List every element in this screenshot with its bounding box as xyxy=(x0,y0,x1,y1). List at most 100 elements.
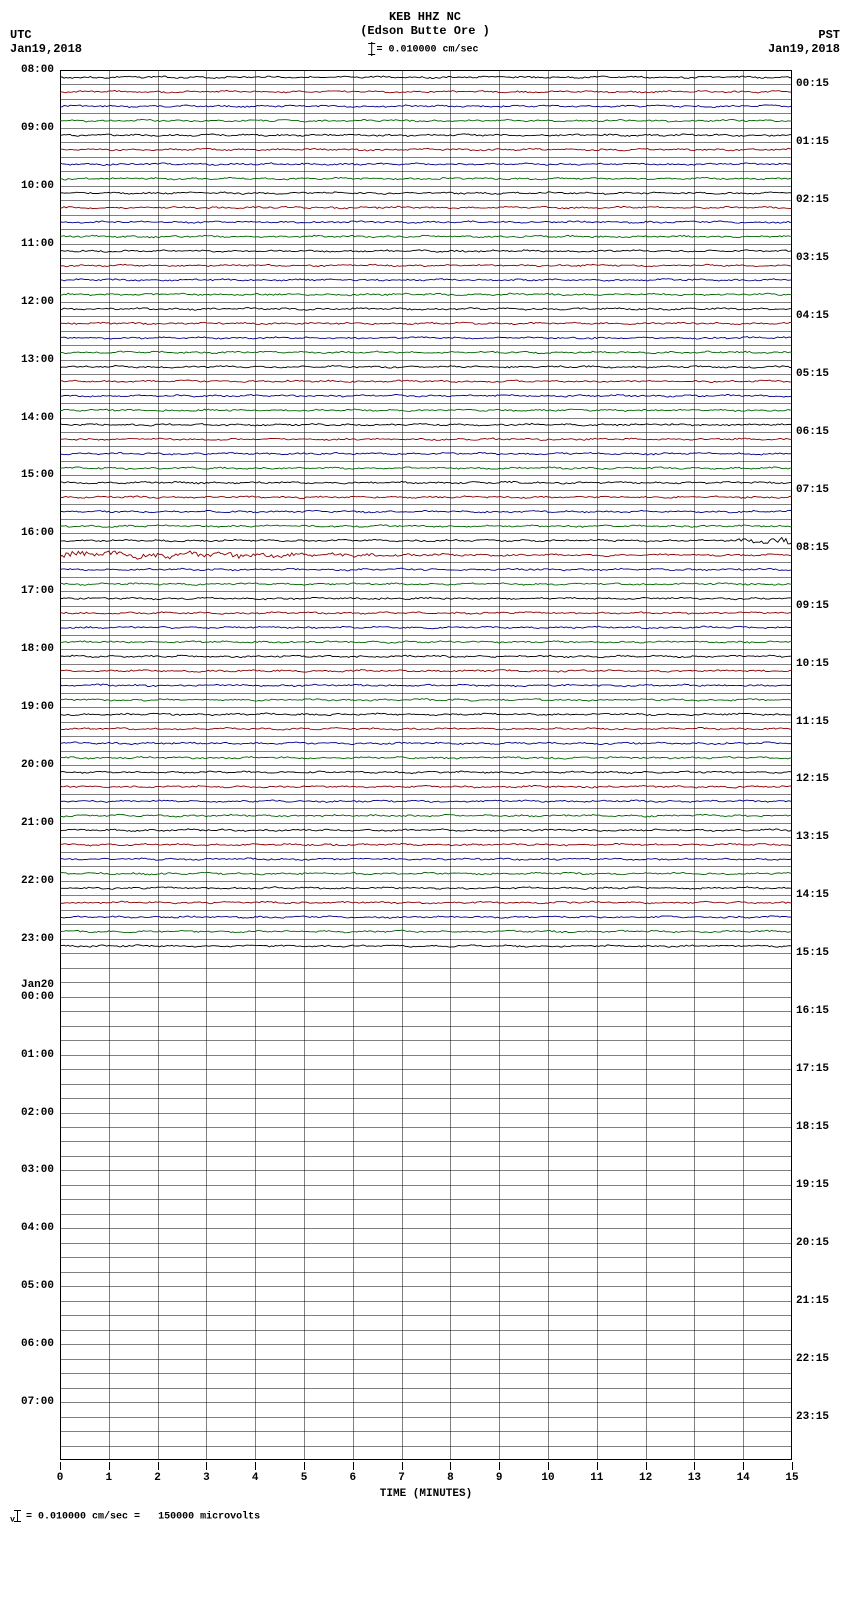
x-tick-label: 12 xyxy=(639,1472,652,1484)
pst-hour-label: 17:15 xyxy=(796,1063,829,1075)
trace-row xyxy=(60,366,792,369)
trace-row xyxy=(60,409,792,412)
utc-hour-label: 12:00 xyxy=(21,296,54,308)
x-tick xyxy=(646,1462,647,1470)
x-axis-label: TIME (MINUTES) xyxy=(380,1488,472,1500)
pst-hour-label: 11:15 xyxy=(796,716,829,728)
pst-hour-label: 00:15 xyxy=(796,78,829,90)
trace-row xyxy=(60,105,792,108)
trace-row xyxy=(60,901,792,904)
x-tick-label: 15 xyxy=(785,1472,798,1484)
trace-row xyxy=(60,887,792,890)
trace-row xyxy=(60,843,792,846)
seismogram-container: UTC Jan19,2018 KEB HHZ NC (Edson Butte O… xyxy=(10,10,840,1525)
scale-marker: = 0.010000 cm/sec xyxy=(360,42,490,56)
trace-row xyxy=(60,264,792,267)
pst-hour-label: 23:15 xyxy=(796,1411,829,1423)
x-tick xyxy=(255,1462,256,1470)
trace-row xyxy=(60,858,792,861)
tz-right: PST xyxy=(768,28,840,42)
x-tick-label: 6 xyxy=(349,1472,356,1484)
trace-row xyxy=(60,597,792,600)
x-tick xyxy=(694,1462,695,1470)
utc-labels: 08:0009:0010:0011:0012:0013:0014:0015:00… xyxy=(10,70,54,1460)
x-tick xyxy=(304,1462,305,1470)
trace-row xyxy=(60,872,792,875)
trace-row xyxy=(60,814,792,817)
trace-row xyxy=(60,293,792,296)
trace-row xyxy=(60,481,792,484)
seismogram-plot xyxy=(60,70,792,1460)
x-tick-label: 1 xyxy=(105,1472,112,1484)
scale-text: = 0.010000 cm/sec xyxy=(376,45,478,56)
pst-hour-label: 13:15 xyxy=(796,831,829,843)
date-left: Jan19,2018 xyxy=(10,42,82,56)
x-tick-label: 4 xyxy=(252,1472,259,1484)
trace-row xyxy=(60,90,792,93)
trace-row xyxy=(60,757,792,760)
trace-row xyxy=(60,945,792,948)
date-right: Jan19,2018 xyxy=(768,42,840,56)
footer-scale: v = 0.010000 cm/sec = 150000 microvolts xyxy=(10,1510,840,1525)
utc-hour-label: 11:00 xyxy=(21,238,54,250)
trace-row xyxy=(60,395,792,398)
pst-hour-label: 20:15 xyxy=(796,1237,829,1249)
x-tick-label: 9 xyxy=(496,1472,503,1484)
x-tick xyxy=(353,1462,354,1470)
utc-hour-label: 02:00 xyxy=(21,1107,54,1119)
trace-row xyxy=(60,322,792,325)
trace-row xyxy=(60,308,792,311)
header-left: UTC Jan19,2018 xyxy=(10,28,82,56)
utc-hour-label: 04:00 xyxy=(21,1222,54,1234)
x-tick-label: 0 xyxy=(57,1472,64,1484)
seismogram-svg xyxy=(60,70,792,1460)
x-tick-label: 7 xyxy=(398,1472,405,1484)
x-tick-label: 2 xyxy=(154,1472,161,1484)
trace-row xyxy=(60,916,792,919)
utc-hour-label: 21:00 xyxy=(21,817,54,829)
utc-hour-label: 10:00 xyxy=(21,180,54,192)
chart-area: 08:0009:0010:0011:0012:0013:0014:0015:00… xyxy=(60,70,792,1502)
x-tick-label: 8 xyxy=(447,1472,454,1484)
trace-row xyxy=(60,771,792,774)
utc-hour-label: 07:00 xyxy=(21,1396,54,1408)
station-location: (Edson Butte Ore ) xyxy=(360,24,490,38)
trace-row xyxy=(60,134,792,137)
trace-row xyxy=(60,279,792,281)
pst-hour-label: 06:15 xyxy=(796,426,829,438)
x-tick xyxy=(597,1462,598,1470)
pst-hour-label: 12:15 xyxy=(796,773,829,785)
trace-row xyxy=(60,525,792,528)
pst-hour-label: 01:15 xyxy=(796,136,829,148)
utc-hour-label: 19:00 xyxy=(21,701,54,713)
utc-hour-label: 18:00 xyxy=(21,643,54,655)
trace-row xyxy=(60,800,792,803)
trace-row xyxy=(60,626,792,629)
pst-labels: 00:1501:1502:1503:1504:1505:1506:1507:15… xyxy=(796,70,840,1460)
trace-row xyxy=(60,641,792,643)
trace-row xyxy=(60,423,792,426)
utc-hour-label: 23:00 xyxy=(21,933,54,945)
pst-hour-label: 15:15 xyxy=(796,947,829,959)
tz-left: UTC xyxy=(10,28,82,42)
trace-row xyxy=(60,930,792,933)
trace-row xyxy=(60,221,792,224)
trace-row xyxy=(60,670,792,673)
utc-hour-label: 05:00 xyxy=(21,1280,54,1292)
x-tick-label: 5 xyxy=(301,1472,308,1484)
x-tick xyxy=(60,1462,61,1470)
x-tick xyxy=(792,1462,793,1470)
pst-hour-label: 19:15 xyxy=(796,1179,829,1191)
x-tick xyxy=(499,1462,500,1470)
trace-row xyxy=(60,119,792,122)
x-tick xyxy=(450,1462,451,1470)
pst-hour-label: 09:15 xyxy=(796,600,829,612)
utc-hour-label: 06:00 xyxy=(21,1338,54,1350)
header: UTC Jan19,2018 KEB HHZ NC (Edson Butte O… xyxy=(10,10,840,70)
trace-row xyxy=(60,742,792,745)
trace-row xyxy=(60,699,792,702)
x-tick-label: 14 xyxy=(737,1472,750,1484)
utc-hour-label: 14:00 xyxy=(21,412,54,424)
pst-hour-label: 04:15 xyxy=(796,310,829,322)
trace-row xyxy=(60,351,792,354)
